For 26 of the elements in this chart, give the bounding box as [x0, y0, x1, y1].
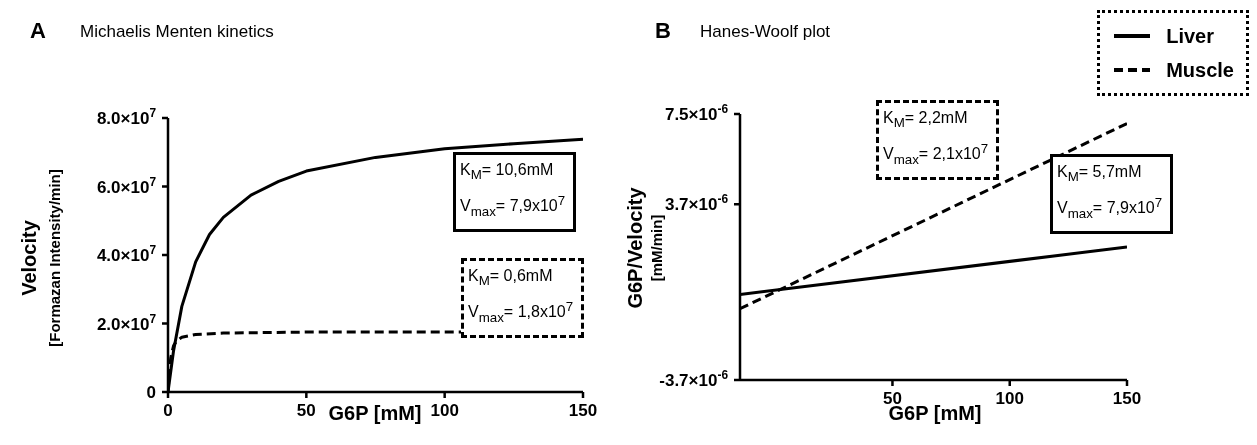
x-axis-title: G6P [mM] — [328, 402, 422, 424]
legend-label: Liver — [1166, 24, 1214, 48]
text: A — [30, 18, 46, 44]
text: K$_{M}$= 0,6mM V$_{max}$= 1,8x10$^{7}$ — [468, 267, 574, 325]
y-tick-label: 4.0×10$^{7}$ — [96, 243, 157, 265]
chart-title: Hanes-Woolf plot — [700, 22, 831, 42]
y-tick-label: 2.0×10$^{7}$ — [96, 311, 157, 334]
y-tick-label: 8.0×10$^{7}$ — [96, 106, 157, 128]
y-tick-label: 7.5×10$^{-6}$ — [664, 102, 729, 124]
x-tick-label: 50 — [296, 401, 316, 420]
y-tick-label: 6.0×10$^{7}$ — [96, 174, 157, 197]
text: B — [655, 18, 671, 44]
x-tick-label: 0 — [163, 401, 173, 420]
text: K$_{M}$= 2,2mM V$_{max}$= 2,1x10$^{7}$ — [883, 109, 989, 167]
text: K$_{M}$= 10,6mM V$_{max}$= 7,9x10$^{7}$ — [460, 161, 566, 219]
y-tick-label: -3.7×10$^{-6}$ — [659, 368, 729, 390]
legend-label: Muscle — [1166, 58, 1234, 82]
x-tick-label: 150 — [1112, 389, 1142, 408]
x-tick-label: 100 — [430, 401, 459, 420]
y-axis-title: G6P/Velocity [mM/min] — [624, 186, 665, 309]
x-tick-label: 100 — [995, 389, 1024, 408]
chart-title: Michaelis Menten kinetics — [80, 22, 274, 42]
text: K$_{M}$= 5,7mM V$_{max}$= 7,9x10$^{7}$ — [1057, 163, 1163, 221]
y-tick-label: 3.7×10$^{-6}$ — [664, 192, 729, 215]
y-axis-title: Velocity [Formazan Intensity/min] — [18, 169, 63, 347]
x-tick-label: 150 — [568, 401, 598, 420]
